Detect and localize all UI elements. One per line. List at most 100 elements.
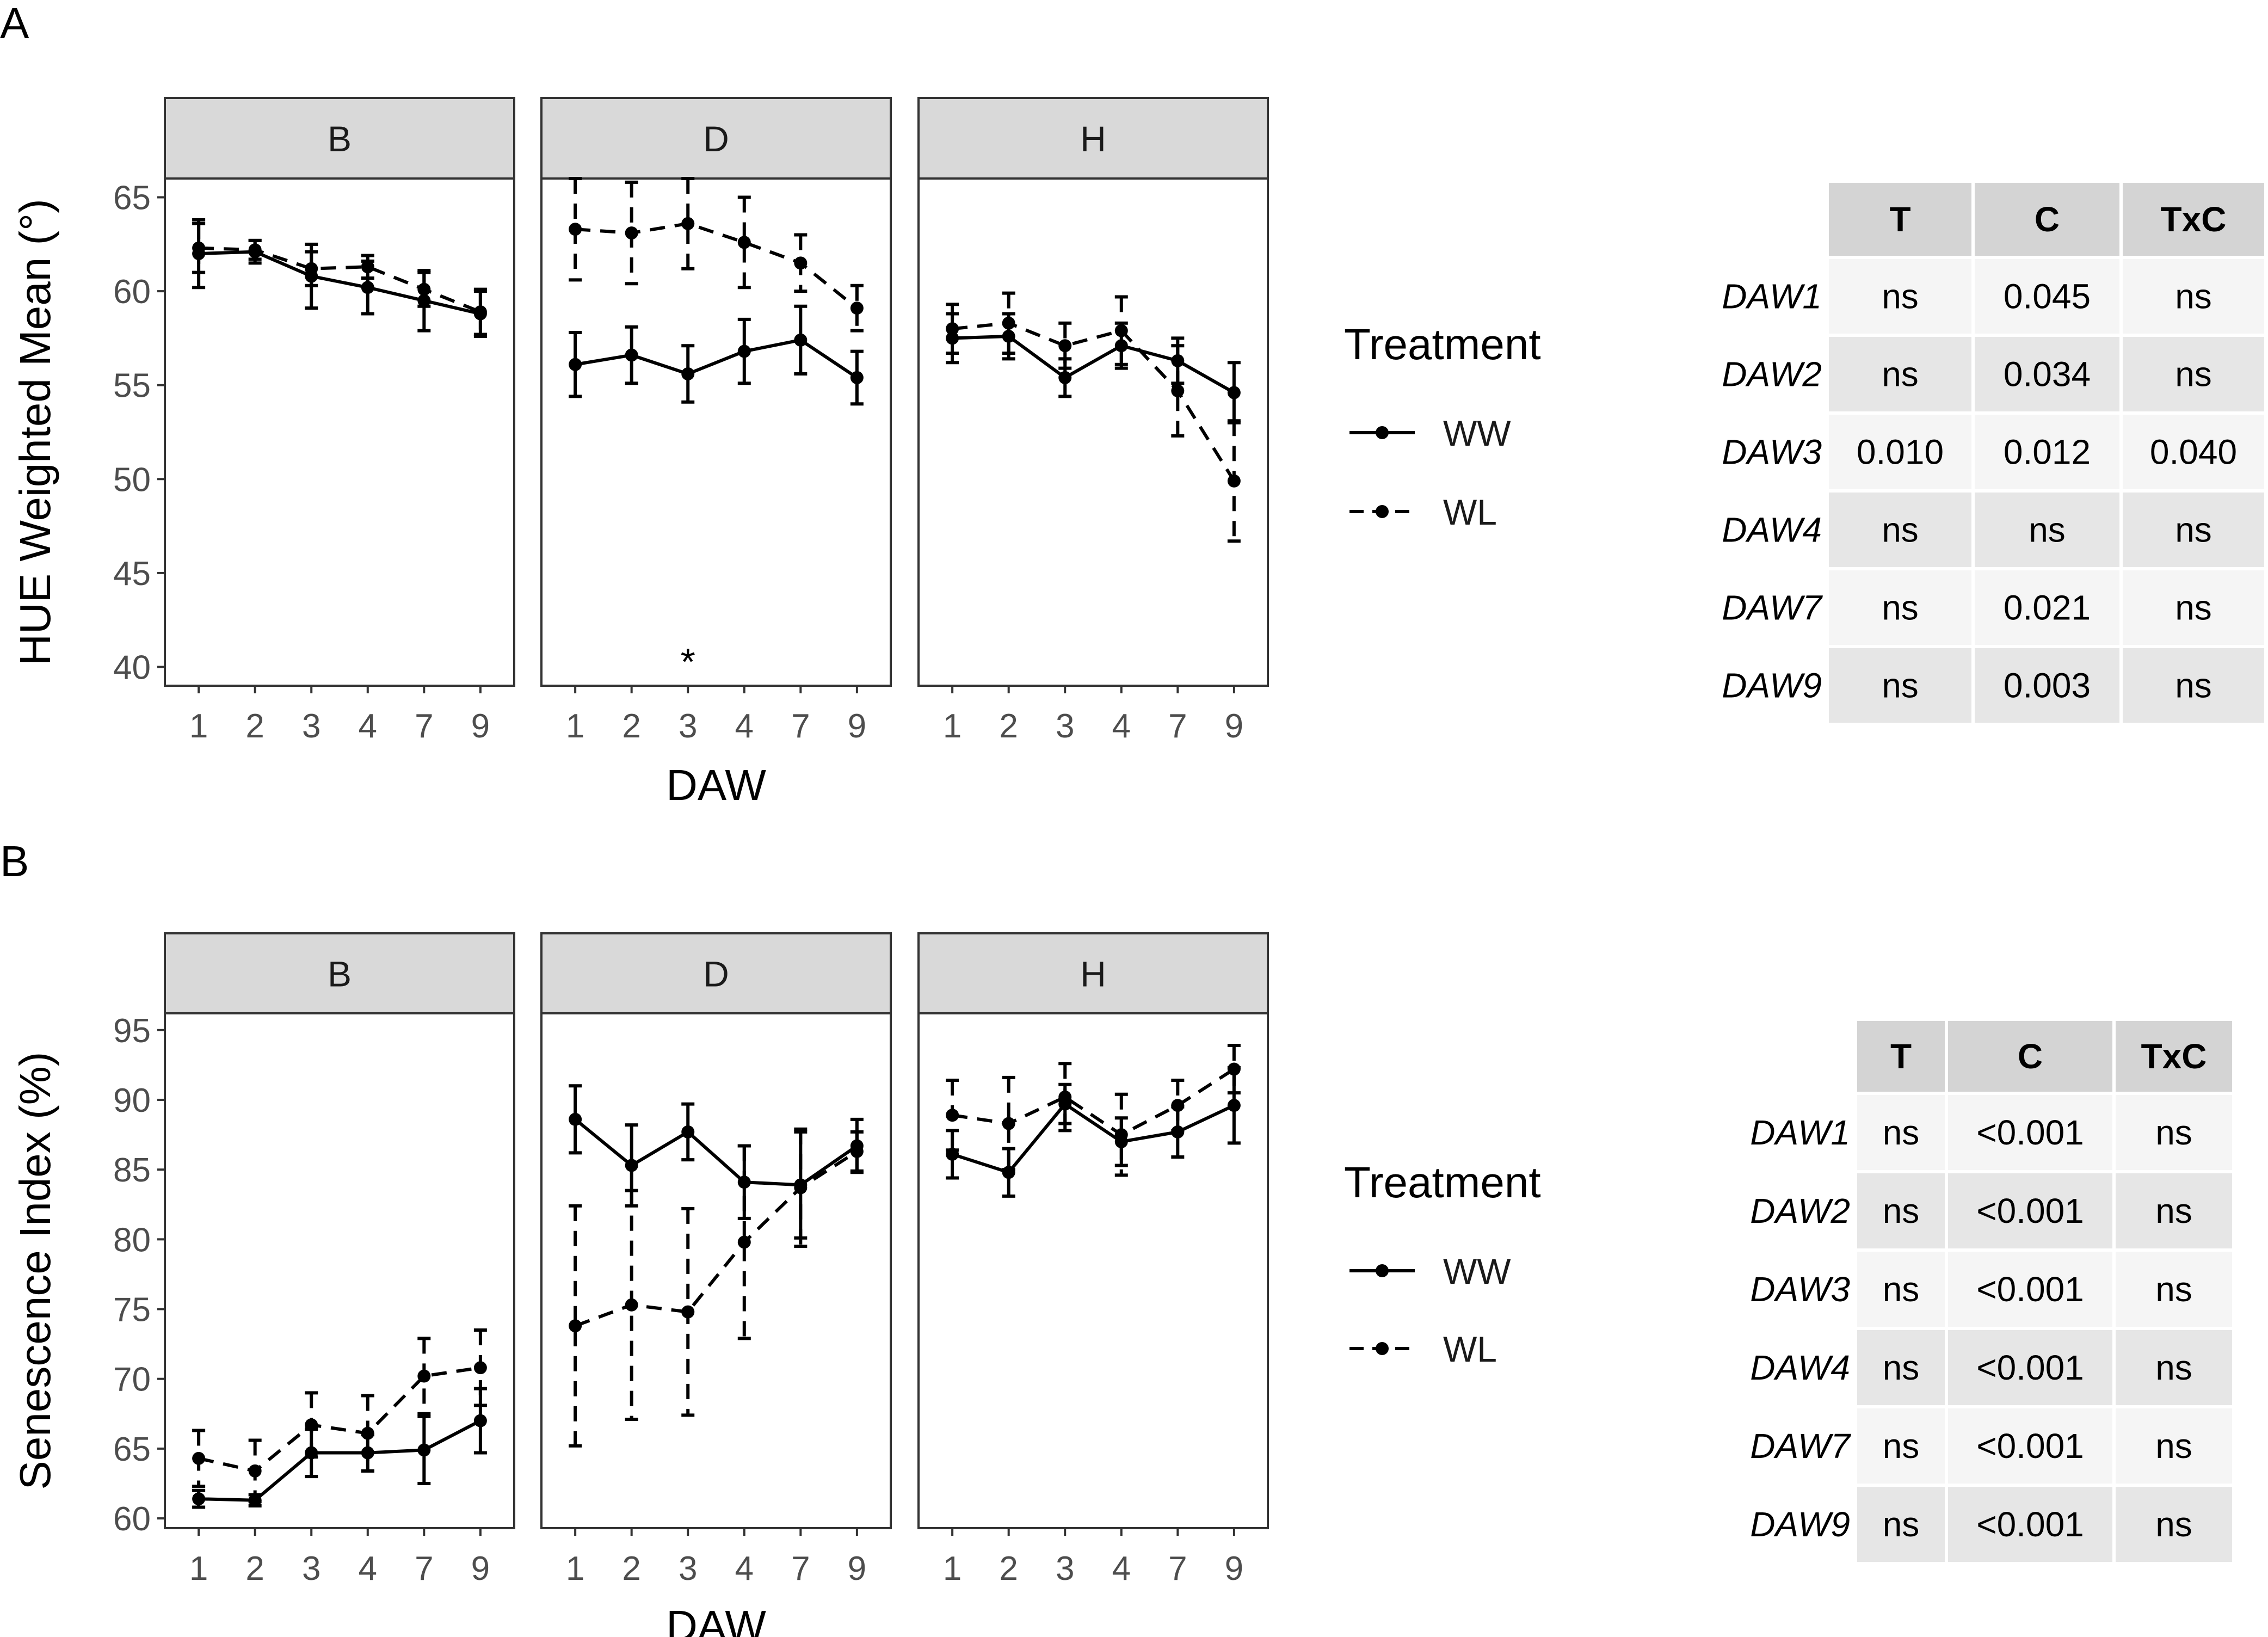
table-cell xyxy=(1854,1327,1948,1408)
y-tick-label: 80 xyxy=(113,1221,151,1259)
series-line xyxy=(575,1150,858,1328)
legend-key-point xyxy=(1376,426,1389,439)
table-cell xyxy=(2112,1248,2235,1330)
y-tick-label: 65 xyxy=(113,1431,151,1468)
table-cell xyxy=(1971,256,2123,337)
table-cell-value: <0.001 xyxy=(1976,1270,2084,1309)
x-tick-label: 2 xyxy=(622,707,640,745)
data-point xyxy=(946,1109,959,1122)
table-cell xyxy=(1971,334,2123,415)
data-point xyxy=(946,322,959,336)
data-point xyxy=(569,1319,582,1333)
table-cell-value: ns xyxy=(1882,355,1919,394)
table-cell xyxy=(1854,1170,1948,1252)
data-point xyxy=(625,1159,638,1172)
table-cell xyxy=(1826,334,1975,415)
x-tick-label: 9 xyxy=(848,707,866,745)
data-point xyxy=(1171,1099,1185,1112)
table-cell xyxy=(2112,1484,2235,1565)
error-bar xyxy=(1227,1043,1241,1095)
table-cell-value: ns xyxy=(2175,666,2212,705)
x-tick-label: 3 xyxy=(302,707,321,745)
series-wl xyxy=(946,291,1241,543)
table-cell-value: 0.045 xyxy=(2004,277,2091,316)
table-cell xyxy=(1826,567,1975,648)
facet-h: H1 2 3 4 7 9 xyxy=(917,97,1269,745)
y-axis-label: Senescence Index (%) xyxy=(11,1052,59,1490)
x-tick-label: 1 xyxy=(566,707,584,745)
table-cell-value: ns xyxy=(2155,1270,2192,1309)
table-row-label: DAW2 xyxy=(1722,355,1822,394)
data-point xyxy=(417,282,431,296)
x-tick-label: 4 xyxy=(1112,1550,1131,1587)
facet-b: B 1 2 3 4 7 9 xyxy=(164,97,515,745)
data-point xyxy=(192,1492,206,1506)
x-tick-label: 3 xyxy=(1056,1550,1074,1587)
legend-title: Treatment xyxy=(1344,1158,1541,1207)
legend-label: WW xyxy=(1443,413,1511,453)
series-ww xyxy=(569,304,864,406)
table-row-label: DAW7 xyxy=(1722,588,1823,627)
table-cell-value: ns xyxy=(2175,277,2212,316)
x-tick-label: 1 xyxy=(566,1550,584,1587)
y-axis: 40 45 50 55 60 65 xyxy=(113,180,165,686)
data-point xyxy=(417,1369,431,1383)
table-cell-value: <0.001 xyxy=(1976,1505,2084,1544)
x-tick-label: 4 xyxy=(735,1550,754,1587)
table-cell xyxy=(1826,645,1975,726)
series-wl xyxy=(192,1328,487,1504)
data-point xyxy=(794,256,808,270)
table-cell-value: ns xyxy=(2155,1113,2192,1152)
data-point xyxy=(625,348,638,362)
x-tick-label: 7 xyxy=(791,707,810,745)
data-point xyxy=(361,1426,374,1440)
plot-area xyxy=(164,177,515,687)
data-point xyxy=(681,217,695,230)
x-tick-label: 1 xyxy=(943,707,962,745)
data-point xyxy=(737,1235,751,1249)
table-cell-value: <0.001 xyxy=(1976,1348,2084,1387)
x-tick-label: 2 xyxy=(622,1550,640,1587)
data-point xyxy=(625,226,638,240)
table-cell-value: 0.021 xyxy=(2004,588,2091,627)
error-bar xyxy=(1114,1092,1128,1177)
data-point xyxy=(1002,1117,1015,1130)
data-point xyxy=(361,281,374,294)
error-bar xyxy=(850,1130,864,1173)
y-tick-label: 85 xyxy=(113,1152,151,1189)
error-bar xyxy=(946,303,959,355)
x-tick-label: 4 xyxy=(1112,707,1131,745)
data-point xyxy=(1058,371,1072,384)
data-point xyxy=(794,1181,808,1195)
table-cell-value: ns xyxy=(1882,588,1919,627)
legend: Treatment WW WL xyxy=(1344,1158,1541,1369)
table-cell xyxy=(1945,1327,2116,1408)
data-point xyxy=(192,241,206,255)
x-tick-label: 2 xyxy=(999,707,1018,745)
data-point xyxy=(681,1305,695,1319)
table-header-label: TxC xyxy=(2161,200,2227,239)
y-tick-label: 40 xyxy=(113,649,151,686)
legend: Treatment WW WL xyxy=(1344,320,1541,532)
table-row-label: DAW4 xyxy=(1750,1348,1850,1387)
x-tick-label: 9 xyxy=(1225,1550,1243,1587)
x-tick-label: 7 xyxy=(791,1550,810,1587)
facet-d: D 1 2 3 4 7 9 xyxy=(540,932,892,1587)
x-tick-label: 9 xyxy=(471,1550,490,1587)
error-bar xyxy=(569,1204,582,1448)
x-tick-label: 2 xyxy=(999,1550,1018,1587)
data-point xyxy=(417,1443,431,1457)
facet-strip xyxy=(164,932,515,1014)
x-tick-label: 3 xyxy=(302,1550,321,1587)
y-tick-label: 70 xyxy=(113,1361,151,1399)
data-point xyxy=(1058,339,1072,353)
table-cell-value: ns xyxy=(2175,355,2212,394)
facet-strip xyxy=(917,97,1269,180)
facet-h: H1 2 3 4 7 9 xyxy=(917,932,1269,1587)
data-point xyxy=(248,1464,262,1478)
series-line xyxy=(952,1101,1235,1174)
plot-area xyxy=(540,177,892,687)
panel-label: A xyxy=(0,0,29,47)
facet-strip-label: B xyxy=(328,119,352,159)
table-cell xyxy=(1854,1248,1948,1330)
